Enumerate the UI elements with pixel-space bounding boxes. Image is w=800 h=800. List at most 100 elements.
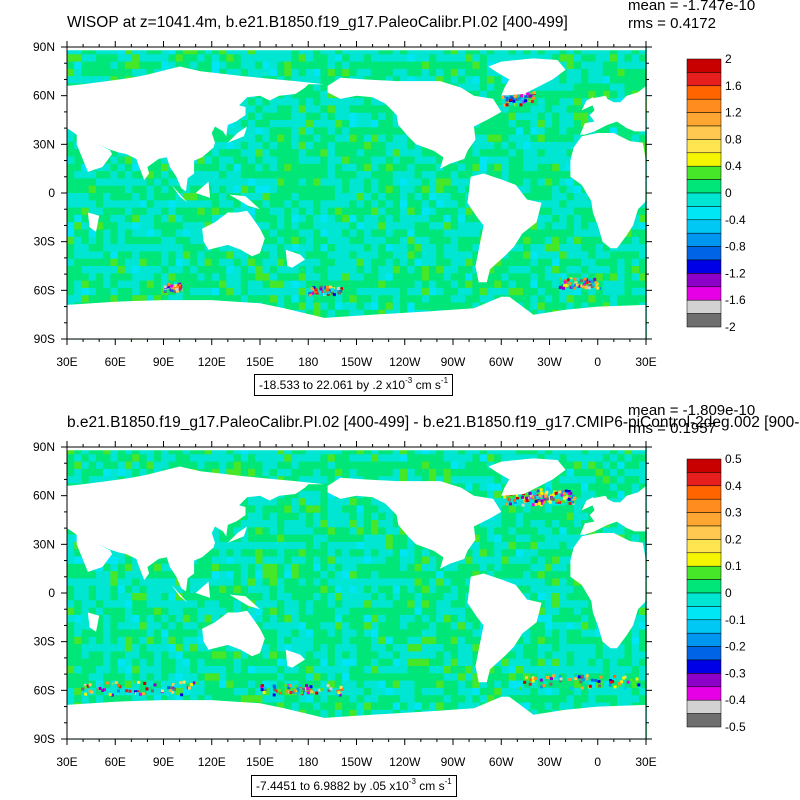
- scale-exponent: -3: [405, 376, 413, 385]
- colorbar-label: -0.3: [725, 666, 746, 680]
- colorbar-label: -2: [725, 320, 736, 334]
- colorbar-label: 0.4: [725, 479, 742, 493]
- colorbar-swatch: [686, 659, 722, 674]
- colorbar-label: 0: [725, 186, 732, 200]
- colorbar-swatch: [686, 219, 722, 234]
- colorbar-swatch: [686, 552, 722, 567]
- rms-stat: rms = 0.1957: [628, 420, 716, 437]
- contour-info-box: -18.533 to 22.061 by .2 x10-3 cm s-1: [254, 374, 454, 396]
- y-tick-label: 30S: [34, 235, 55, 249]
- map-plot: 30E 60E 90E 120E 150E 180 150W 120W 90W 60W 30W 0 30…: [33, 440, 746, 769]
- x-tick-label: 150E: [246, 355, 274, 369]
- x-tick-label: 120W: [389, 355, 421, 369]
- units-text: cm s: [415, 779, 445, 793]
- x-tick-label: 30E: [635, 755, 656, 769]
- colorbar-swatch: [686, 619, 722, 634]
- x-tick-label: 150W: [341, 755, 373, 769]
- y-tick-label: 90S: [34, 732, 55, 746]
- colorbar-label: -1.2: [725, 266, 746, 280]
- variance-hotspots: [163, 89, 601, 297]
- colorbar-label: 0.2: [725, 532, 742, 546]
- x-tick-label: 150W: [341, 355, 373, 369]
- colorbar-label: -0.4: [725, 693, 746, 707]
- colorbar-swatch: [686, 313, 722, 328]
- mean-stat: mean = -1.747e-10: [628, 0, 756, 14]
- colorbar: 0.5 0.4 0.3 0.2 0.1 0 -0.1 -0.2 -0.3 -0.4 -0.5: [686, 452, 746, 734]
- y-tick-label: 30N: [33, 137, 55, 151]
- y-tick-label: 90S: [34, 332, 55, 346]
- y-tick-label: 60S: [34, 683, 55, 697]
- land-mask: [67, 47, 646, 339]
- colorbar-swatch: [686, 699, 722, 714]
- plot-title: WISOP at z=1041.4m, b.e21.B1850.f19_g17.…: [67, 14, 568, 31]
- y-tick-label: 30N: [33, 537, 55, 551]
- x-tick-label: 0: [594, 355, 601, 369]
- y-tick-label: 90N: [33, 440, 55, 454]
- colorbar-swatch: [686, 152, 722, 167]
- colorbar-label: 0.1: [725, 559, 742, 573]
- colorbar-swatch: [686, 525, 722, 540]
- colorbar-label: 0.5: [725, 452, 742, 466]
- colorbar-swatch: [686, 485, 722, 500]
- colorbar-swatch: [686, 512, 722, 527]
- map-plot: 30E 60E 90E 120E 150E 180 150W 120W 90W 60W 30W 0 30…: [33, 40, 746, 369]
- top-panel: WISOP at z=1041.4m, b.e21.B1850.f19_g17.…: [33, 0, 756, 396]
- units-exponent: -1: [444, 777, 452, 786]
- y-tick-label: 60N: [33, 489, 55, 503]
- colorbar-swatch: [686, 246, 722, 261]
- colorbar-label: -1.6: [725, 293, 746, 307]
- x-tick-label: 30E: [635, 355, 656, 369]
- y-tick-label: 60N: [33, 89, 55, 103]
- x-tick-label: 90W: [441, 755, 466, 769]
- x-tick-label: 180: [298, 355, 318, 369]
- contour-range-text: -7.4451 to 6.9882 by .05 x10: [256, 779, 409, 793]
- x-tick-label: 90E: [153, 755, 174, 769]
- contour-range-text: -18.533 to 22.061 by .2 x10: [259, 378, 406, 392]
- x-tick-label: 180: [298, 755, 318, 769]
- colorbar-swatch: [686, 592, 722, 607]
- colorbar-swatch: [686, 646, 722, 661]
- colorbar-label: -0.5: [725, 720, 746, 734]
- x-tick-label: 90E: [153, 355, 174, 369]
- y-tick-label: 90N: [33, 40, 55, 54]
- x-tick-label: 60E: [105, 355, 126, 369]
- x-tick-label: 30E: [56, 355, 77, 369]
- x-tick-label: 120W: [389, 755, 421, 769]
- colorbar-label: 1.6: [725, 79, 742, 93]
- mean-stat: mean = -1.809e-10: [628, 402, 756, 419]
- x-tick-label: 30W: [537, 355, 562, 369]
- colorbar-swatch: [686, 565, 722, 580]
- rms-stat: rms = 0.4172: [628, 15, 716, 32]
- land-mask: [67, 447, 646, 739]
- colorbar-label: -0.1: [725, 613, 746, 627]
- x-tick-label: 60E: [105, 755, 126, 769]
- colorbar-swatch: [686, 632, 722, 647]
- x-tick-label: 150E: [246, 755, 274, 769]
- colorbar-swatch: [686, 139, 722, 154]
- x-tick-label: 90W: [441, 355, 466, 369]
- colorbar-label: 2: [725, 52, 732, 66]
- colorbar-swatch: [686, 165, 722, 180]
- x-tick-label: 30W: [537, 755, 562, 769]
- units-exponent: -1: [440, 376, 449, 385]
- colorbar-swatch: [686, 192, 722, 207]
- colorbar-swatch: [686, 273, 722, 288]
- colorbar-label: 0.8: [725, 132, 742, 146]
- colorbar-swatch: [686, 58, 722, 73]
- colorbar-swatch: [686, 232, 722, 247]
- y-tick-label: 0: [48, 186, 55, 200]
- colorbar-swatch: [686, 299, 722, 314]
- colorbar-swatch: [686, 458, 722, 473]
- colorbar-swatch: [686, 112, 722, 127]
- colorbar-label: 0.3: [725, 506, 742, 520]
- colorbar-swatch: [686, 713, 722, 728]
- colorbar-swatch: [686, 539, 722, 554]
- colorbar-swatch: [686, 686, 722, 701]
- colorbar-swatch: [686, 286, 722, 301]
- colorbar-label: 0: [725, 586, 732, 600]
- y-tick-label: 30S: [34, 635, 55, 649]
- colorbar-swatch: [686, 98, 722, 113]
- colorbar-swatch: [686, 579, 722, 594]
- colorbar-label: -0.8: [725, 240, 746, 254]
- plot-title: b.e21.B1850.f19_g17.PaleoCalibr.PI.02 [4…: [67, 414, 800, 431]
